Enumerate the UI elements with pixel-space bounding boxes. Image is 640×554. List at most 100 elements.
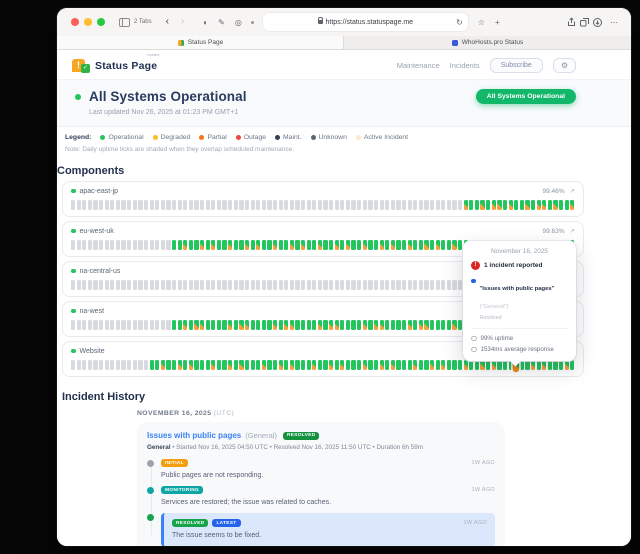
uptime-tick[interactable] <box>200 200 205 210</box>
uptime-tick[interactable] <box>340 320 345 330</box>
uptime-tick[interactable] <box>368 280 373 290</box>
uptime-tick[interactable] <box>228 240 233 250</box>
uptime-tick[interactable] <box>99 280 104 290</box>
uptime-tick[interactable] <box>171 360 177 370</box>
uptime-tick[interactable] <box>160 280 165 290</box>
uptime-tick[interactable] <box>155 240 160 250</box>
uptime-tick[interactable] <box>323 240 328 250</box>
uptime-tick[interactable] <box>385 280 390 290</box>
uptime-tick[interactable] <box>373 280 379 290</box>
uptime-tick[interactable] <box>502 200 508 210</box>
uptime-tick[interactable] <box>329 200 334 210</box>
copy-tabs-icon[interactable] <box>579 17 590 28</box>
uptime-tick[interactable] <box>250 320 255 330</box>
incident-title-link[interactable]: Issues with public pages <box>147 431 242 440</box>
uptime-tick[interactable] <box>396 240 401 250</box>
uptime-tick[interactable] <box>413 240 418 250</box>
uptime-tick[interactable] <box>306 280 311 290</box>
uptime-tick[interactable] <box>542 360 547 370</box>
uptime-tick[interactable] <box>76 240 81 250</box>
uptime-tick[interactable] <box>149 320 154 330</box>
uptime-tick[interactable] <box>418 320 423 330</box>
uptime-tick[interactable] <box>474 200 480 210</box>
uptime-tick[interactable] <box>261 280 266 290</box>
uptime-tick[interactable] <box>334 240 339 250</box>
uptime-tick[interactable] <box>570 200 575 210</box>
uptime-tick[interactable] <box>177 240 182 250</box>
uptime-tick[interactable] <box>121 200 126 210</box>
uptime-tick[interactable] <box>430 280 435 290</box>
uptime-tick[interactable] <box>519 360 524 370</box>
uptime-tick[interactable] <box>306 320 311 330</box>
uptime-tick[interactable] <box>547 200 553 210</box>
uptime-tick[interactable] <box>216 240 222 250</box>
uptime-tick[interactable] <box>138 280 143 290</box>
uptime-tick[interactable] <box>188 280 194 290</box>
uptime-tick[interactable] <box>104 360 109 370</box>
uptime-tick[interactable] <box>323 280 328 290</box>
uptime-tick[interactable] <box>284 200 289 210</box>
uptime-tick[interactable] <box>250 360 255 370</box>
uptime-tick[interactable] <box>424 240 429 250</box>
uptime-tick[interactable] <box>300 280 306 290</box>
uptime-tick[interactable] <box>458 200 463 210</box>
uptime-tick[interactable] <box>132 200 137 210</box>
uptime-tick[interactable] <box>239 320 244 330</box>
uptime-tick[interactable] <box>222 360 227 370</box>
uptime-tick[interactable] <box>183 240 188 250</box>
uptime-tick[interactable] <box>261 240 266 250</box>
uptime-tick[interactable] <box>317 320 323 330</box>
uptime-tick[interactable] <box>357 280 362 290</box>
uptime-tick[interactable] <box>127 200 132 210</box>
tooltip-incident-title[interactable]: "Issues with public pages" <box>479 286 555 292</box>
uptime-tick[interactable] <box>71 320 76 330</box>
uptime-tick[interactable] <box>239 280 244 290</box>
uptime-tick[interactable] <box>244 280 250 290</box>
uptime-tick[interactable] <box>188 240 194 250</box>
uptime-tick[interactable] <box>362 280 367 290</box>
uptime-tick[interactable] <box>446 240 452 250</box>
uptime-tick[interactable] <box>256 280 261 290</box>
uptime-tick[interactable] <box>329 240 334 250</box>
uptime-tick[interactable] <box>401 280 407 290</box>
uptime-tick[interactable] <box>244 360 250 370</box>
uptime-tick[interactable] <box>149 240 154 250</box>
uptime-tick[interactable] <box>312 360 317 370</box>
uptime-tick[interactable] <box>183 280 188 290</box>
uptime-tick[interactable] <box>87 360 93 370</box>
uptime-tick[interactable] <box>121 320 126 330</box>
uptime-tick[interactable] <box>458 360 463 370</box>
uptime-tick[interactable] <box>211 360 216 370</box>
uptime-tick[interactable] <box>469 200 474 210</box>
uptime-tick[interactable] <box>82 200 87 210</box>
uptime-tick[interactable] <box>362 320 367 330</box>
uptime-tick[interactable] <box>340 240 345 250</box>
uptime-tick[interactable] <box>345 280 351 290</box>
uptime-tick[interactable] <box>87 200 93 210</box>
uptime-tick[interactable] <box>121 360 126 370</box>
uptime-tick[interactable] <box>160 200 165 210</box>
uptime-tick[interactable] <box>390 320 395 330</box>
uptime-tick[interactable] <box>200 280 205 290</box>
uptime-tick[interactable] <box>351 200 356 210</box>
uptime-tick[interactable] <box>547 360 553 370</box>
uptime-tick[interactable] <box>519 200 524 210</box>
uptime-tick[interactable] <box>446 200 452 210</box>
uptime-tick[interactable] <box>244 320 250 330</box>
uptime-tick[interactable] <box>306 240 311 250</box>
uptime-tick[interactable] <box>373 360 379 370</box>
uptime-tick[interactable] <box>205 360 210 370</box>
uptime-tick[interactable] <box>497 200 502 210</box>
uptime-tick[interactable] <box>284 240 289 250</box>
uptime-tick[interactable] <box>491 200 496 210</box>
uptime-tick[interactable] <box>452 240 457 250</box>
uptime-tick[interactable] <box>143 200 149 210</box>
uptime-tick[interactable] <box>222 320 227 330</box>
uptime-tick[interactable] <box>278 200 283 210</box>
uptime-tick[interactable] <box>138 200 143 210</box>
uptime-tick[interactable] <box>435 320 440 330</box>
uptime-tick[interactable] <box>205 280 210 290</box>
uptime-tick[interactable] <box>138 320 143 330</box>
uptime-tick[interactable] <box>559 360 564 370</box>
uptime-tick[interactable] <box>222 200 227 210</box>
